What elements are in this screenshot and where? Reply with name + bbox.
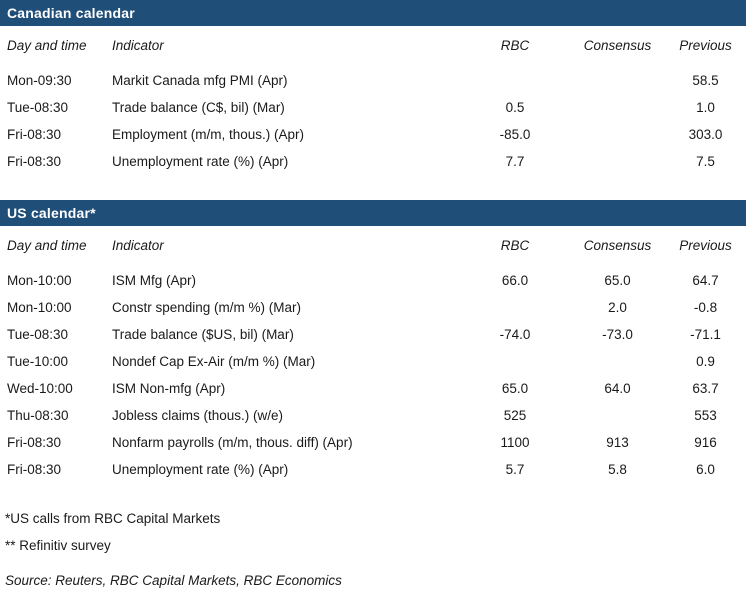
us-calendar-section: US calendar* Day and time Indicator RBC … (0, 200, 746, 483)
cell-rbc: -74.0 (499, 327, 531, 342)
cell-consensus: 65.0 (604, 273, 631, 288)
source-line: Source: Reuters, RBC Capital Markets, RB… (5, 573, 342, 588)
cell-consensus: 64.0 (604, 381, 631, 396)
table-row: Mon-09:30 Markit Canada mfg PMI (Apr) 58.5 (0, 67, 746, 94)
table-row: Mon-10:00 Constr spending (m/m %) (Mar) 2.… (0, 294, 746, 321)
column-header-indicator: Indicator (112, 37, 164, 53)
cell-previous: 1.0 (696, 100, 715, 115)
cell-indicator: Employment (m/m, thous.) (Apr) (112, 127, 305, 142)
table-row: Wed-10:00 ISM Non-mfg (Apr) 65.0 64.0 63.7 (0, 375, 746, 402)
table-row: Fri-08:30 Unemployment rate (%) (Apr) 5.7 5… (0, 456, 746, 483)
cell-rbc: 5.7 (505, 462, 525, 477)
footnotes: *US calls from RBC Capital Markets ** Re… (0, 505, 746, 559)
column-header-consensus: Consensus (583, 37, 652, 53)
cell-day-and-time: Wed-10:00 (7, 381, 73, 396)
cell-previous: 0.9 (696, 354, 715, 369)
canadian-calendar-rows: Mon-09:30 Markit Canada mfg PMI (Apr) 58.5… (0, 67, 746, 175)
table-row: Mon-10:00 ISM Mfg (Apr) 66.0 65.0 64.7 (0, 267, 746, 294)
table-row: Tue-08:30 Trade balance ($US, bil) (Mar) -… (0, 321, 746, 348)
cell-consensus: 5.8 (608, 462, 627, 477)
column-header-day-and-time: Day and time (7, 237, 87, 253)
cell-rbc: 7.7 (505, 154, 525, 169)
footnote-us-calls: *US calls from RBC Capital Markets (5, 511, 221, 526)
cell-day-and-time: Thu-08:30 (7, 408, 69, 423)
column-header-consensus: Consensus (583, 237, 652, 253)
column-header-previous: Previous (679, 37, 732, 53)
column-header-day-and-time: Day and time (7, 37, 87, 53)
cell-previous: 63.7 (692, 381, 719, 396)
cell-indicator: Constr spending (m/m %) (Mar) (112, 300, 302, 315)
cell-day-and-time: Tue-08:30 (7, 100, 69, 115)
canadian-calendar-title-bar: Canadian calendar (0, 0, 746, 26)
canadian-column-header-row: Day and time Indicator RBC Consensus Pre… (0, 32, 746, 58)
column-header-indicator: Indicator (112, 237, 164, 253)
table-row: Thu-08:30 Jobless claims (thous.) (w/e) 52… (0, 402, 746, 429)
cell-consensus: -73.0 (602, 327, 633, 342)
cell-day-and-time: Fri-08:30 (7, 154, 62, 169)
table-row: Tue-10:00 Nondef Cap Ex-Air (m/m %) (Mar)… (0, 348, 746, 375)
cell-indicator: Nonfarm payrolls (m/m, thous. diff) (Apr… (112, 435, 353, 450)
footnote-refinitiv: ** Refinitiv survey (5, 538, 111, 553)
cell-previous: 7.5 (696, 154, 715, 169)
cell-previous: 58.5 (692, 73, 719, 88)
cell-rbc: 0.5 (505, 100, 525, 115)
column-header-rbc: RBC (500, 37, 530, 53)
cell-rbc: 66.0 (501, 273, 529, 288)
cell-rbc: 65.0 (501, 381, 529, 396)
cell-indicator: Unemployment rate (%) (Apr) (112, 462, 289, 477)
cell-rbc: -85.0 (499, 127, 531, 142)
table-row: Tue-08:30 Trade balance (C$, bil) (Mar) 0.… (0, 94, 746, 121)
cell-day-and-time: Mon-10:00 (7, 300, 72, 315)
us-calendar-title-bar: US calendar* (0, 200, 746, 226)
column-header-previous: Previous (679, 237, 732, 253)
us-calendar-rows: Mon-10:00 ISM Mfg (Apr) 66.0 65.0 64.7 Mon-10… (0, 267, 746, 483)
table-row: Fri-08:30 Employment (m/m, thous.) (Apr) -… (0, 121, 746, 148)
cell-consensus: 2.0 (608, 300, 627, 315)
canadian-calendar-section: Canadian calendar Day and time Indicator… (0, 0, 746, 175)
column-header-rbc: RBC (500, 237, 530, 253)
cell-indicator: Markit Canada mfg PMI (Apr) (112, 73, 288, 88)
cell-indicator: Trade balance (C$, bil) (Mar) (112, 100, 285, 115)
cell-day-and-time: Mon-10:00 (7, 273, 72, 288)
cell-day-and-time: Mon-09:30 (7, 73, 72, 88)
canadian-calendar-title: Canadian calendar (7, 5, 135, 21)
cell-indicator: Trade balance ($US, bil) (Mar) (112, 327, 294, 342)
cell-consensus: 913 (606, 435, 629, 450)
cell-indicator: ISM Mfg (Apr) (112, 273, 197, 288)
cell-rbc: 525 (503, 408, 527, 423)
cell-previous: 553 (694, 408, 717, 423)
us-column-header-row: Day and time Indicator RBC Consensus Pre… (0, 232, 746, 258)
cell-previous: -71.1 (690, 327, 721, 342)
cell-day-and-time: Tue-10:00 (7, 354, 69, 369)
cell-previous: 64.7 (692, 273, 719, 288)
us-calendar-title: US calendar* (7, 205, 96, 221)
cell-day-and-time: Fri-08:30 (7, 435, 62, 450)
cell-indicator: Unemployment rate (%) (Apr) (112, 154, 289, 169)
cell-rbc: 1100 (500, 435, 530, 450)
cell-previous: 6.0 (696, 462, 715, 477)
cell-indicator: ISM Non-mfg (Apr) (112, 381, 226, 396)
cell-day-and-time: Fri-08:30 (7, 462, 62, 477)
cell-day-and-time: Fri-08:30 (7, 127, 62, 142)
cell-previous: 303.0 (688, 127, 723, 142)
cell-previous: 916 (694, 435, 717, 450)
cell-indicator: Jobless claims (thous.) (w/e) (112, 408, 284, 423)
cell-indicator: Nondef Cap Ex-Air (m/m %) (Mar) (112, 354, 316, 369)
cell-previous: -0.8 (693, 300, 718, 315)
table-row: Fri-08:30 Unemployment rate (%) (Apr) 7.7 7… (0, 148, 746, 175)
table-row: Fri-08:30 Nonfarm payrolls (m/m, thous. d… (0, 429, 746, 456)
cell-day-and-time: Tue-08:30 (7, 327, 69, 342)
